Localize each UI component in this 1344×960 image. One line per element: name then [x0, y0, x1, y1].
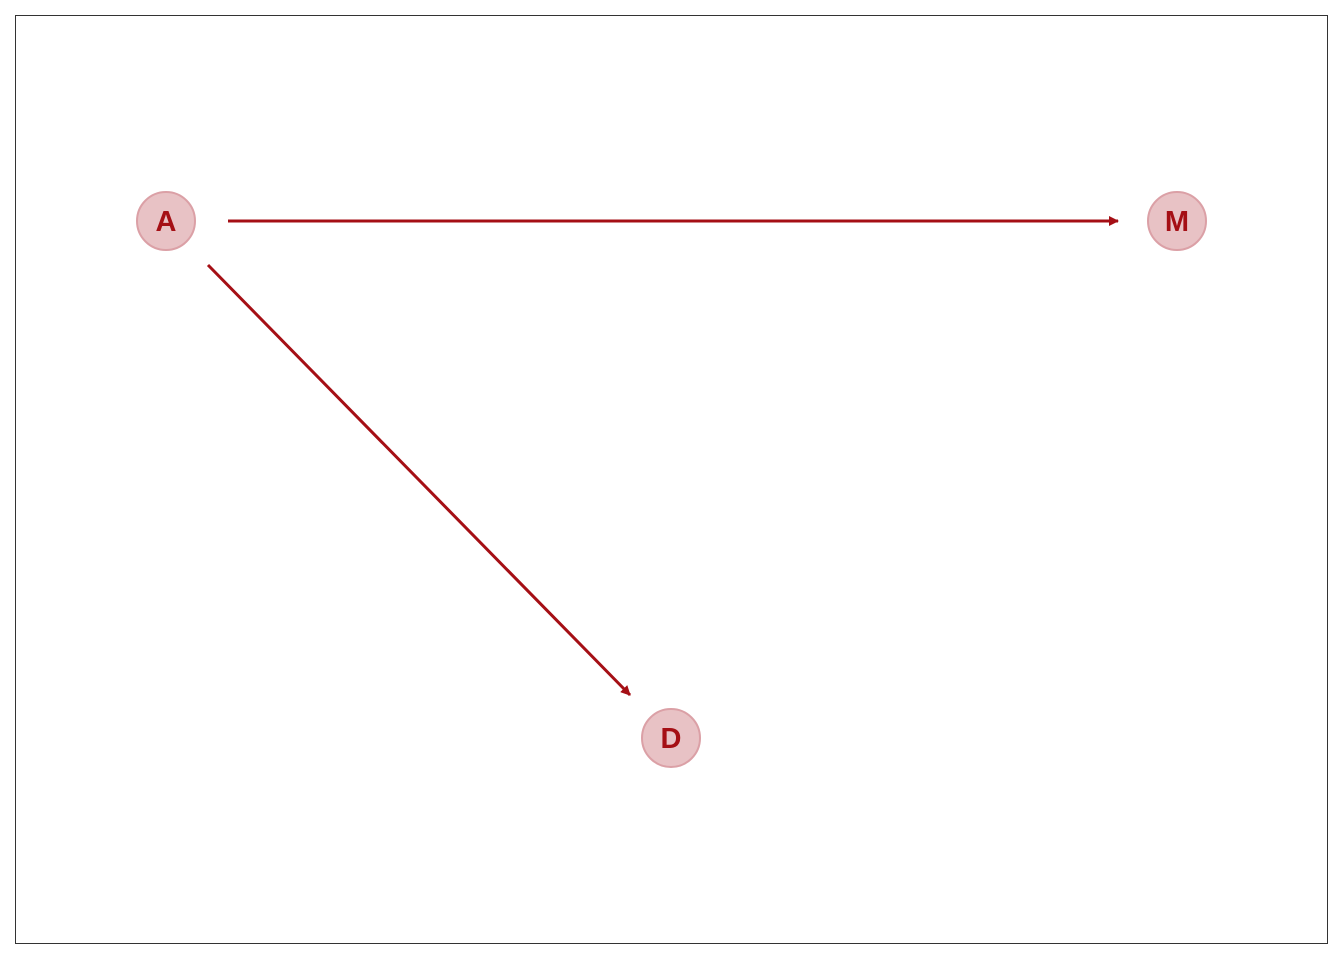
edge-a-to-d — [206, 263, 632, 697]
node-d-label: D — [661, 723, 682, 755]
diagram-frame — [15, 15, 1328, 944]
node-m-circle — [1147, 191, 1207, 251]
node-m: M — [1147, 191, 1207, 251]
node-a: A — [136, 191, 196, 251]
node-d: D — [641, 708, 701, 768]
node-m-label: M — [1165, 206, 1189, 238]
node-d-circle — [641, 708, 701, 768]
node-a-label: A — [156, 206, 177, 238]
node-a-circle — [136, 191, 196, 251]
